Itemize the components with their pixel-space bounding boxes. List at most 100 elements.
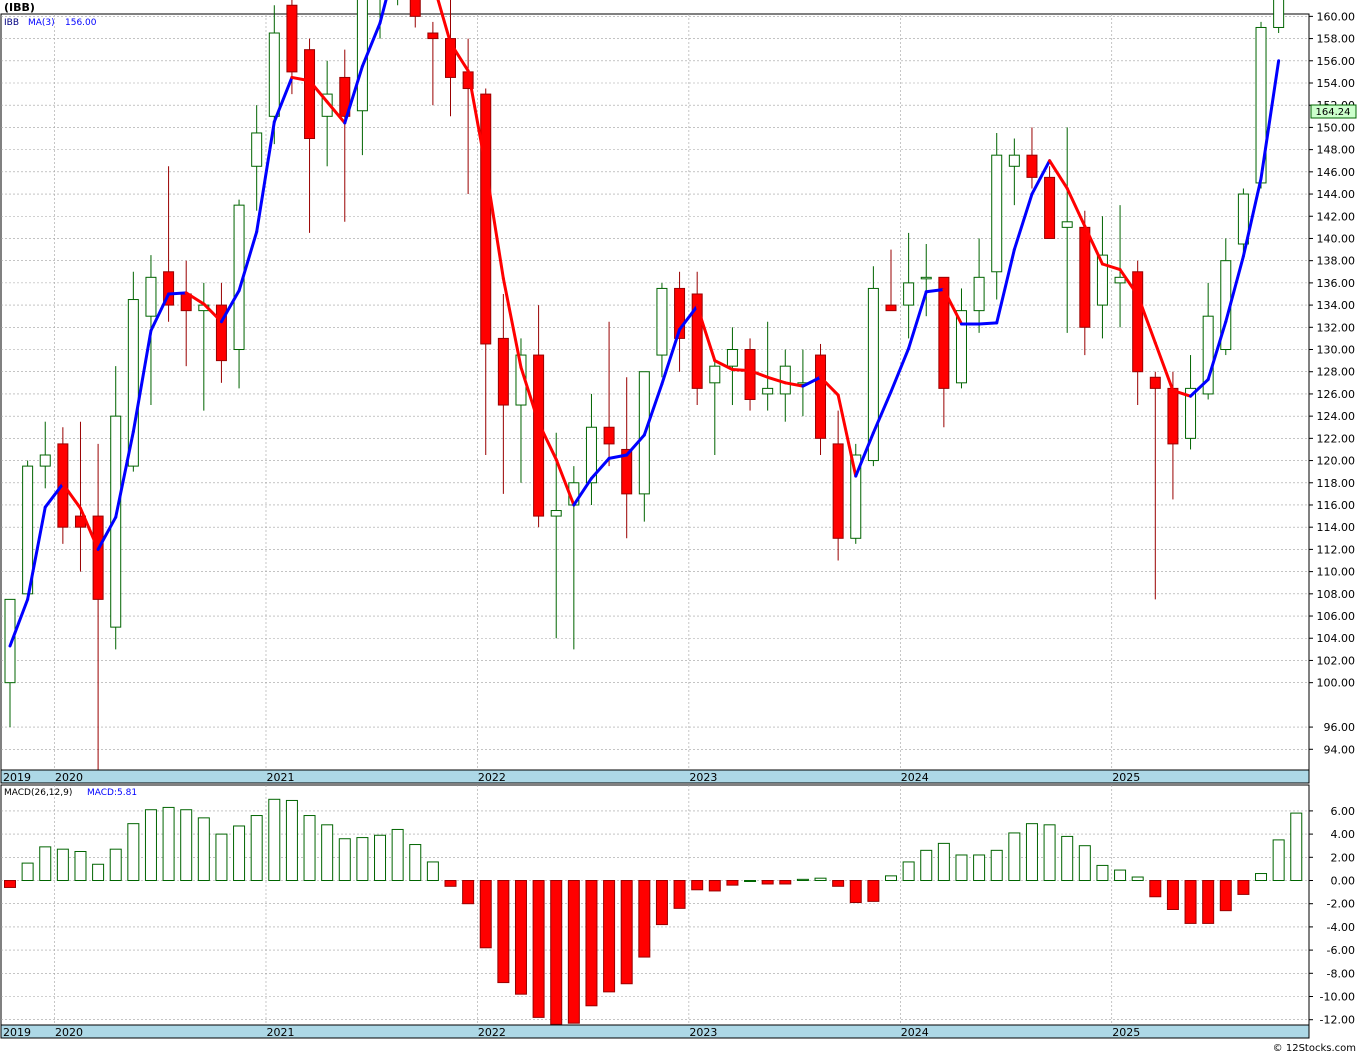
candle-down — [691, 293, 703, 389]
year-tick-label: 2019 — [3, 1026, 31, 1039]
ma3-segment — [61, 482, 82, 510]
ma3-segment — [1012, 192, 1034, 252]
macd-bar-negative — [514, 880, 527, 995]
macd-bar-positive — [1272, 839, 1285, 882]
price-tick-label: 124.00 — [1317, 410, 1356, 423]
price-tick-label: 102.00 — [1317, 654, 1356, 667]
ma3-segment — [308, 79, 329, 104]
candle-up — [550, 510, 562, 517]
macd-bar-negative — [655, 880, 668, 926]
last-price-label: 164.24 — [1316, 107, 1351, 118]
price-tick-label: 116.00 — [1317, 499, 1356, 512]
ma3-segment — [1048, 159, 1069, 190]
macd-tick-label: 6.00 — [1331, 805, 1356, 818]
year-tick-label: 2020 — [55, 771, 83, 784]
price-tick-label: 132.00 — [1317, 321, 1356, 334]
macd-bar-positive — [1096, 864, 1109, 881]
candle-up — [127, 299, 139, 467]
ma3-segment — [202, 302, 223, 324]
candle-up — [1202, 315, 1214, 395]
ma3-line — [8, 0, 1281, 648]
ma3-segment — [783, 381, 805, 388]
price-tick-label: 144.00 — [1317, 188, 1356, 201]
price-tick-label: 146.00 — [1317, 166, 1356, 179]
macd-bar-positive — [990, 849, 1003, 882]
ma3-segment — [255, 120, 276, 234]
price-tick-label: 158.00 — [1317, 33, 1356, 46]
year-tick-label: 2024 — [901, 771, 929, 784]
candlesticks — [4, 0, 1285, 772]
ma3-segment — [237, 230, 259, 293]
ma3-segment — [272, 75, 294, 124]
ma3-segment — [219, 289, 241, 324]
candle-down — [339, 76, 351, 117]
macd-bar-negative — [1219, 880, 1232, 912]
ma3-segment — [748, 369, 770, 379]
macd-bar-positive — [1008, 832, 1021, 882]
macd-bar-positive — [56, 848, 69, 881]
macd-bar-positive — [321, 824, 334, 882]
macd-bar-positive — [1078, 845, 1091, 882]
macd-bar-positive — [303, 815, 316, 881]
macd-bar-negative — [849, 880, 862, 904]
ma3-segment — [96, 515, 118, 551]
macd-tick-label: 0.00 — [1331, 875, 1356, 888]
macd-bar-negative — [761, 880, 774, 885]
ma3-segment — [1153, 341, 1175, 393]
candle-up — [321, 93, 333, 117]
ma3-segment — [678, 304, 699, 332]
ma3-segment — [43, 482, 65, 509]
price-tick-label: 150.00 — [1317, 121, 1356, 134]
macd-bar-positive — [144, 809, 157, 881]
year-tick-label: 2019 — [3, 771, 31, 784]
ma3-segment — [554, 457, 576, 507]
ma3-segment — [1241, 176, 1263, 258]
macd-tick-label: -6.00 — [1327, 944, 1355, 957]
macd-bar-negative — [479, 880, 492, 949]
year-tick-label: 2025 — [1112, 771, 1140, 784]
ma3-segment — [131, 329, 153, 434]
candle-up — [356, 0, 368, 112]
macd-tick-label: -2.00 — [1327, 898, 1355, 911]
ma3-segment — [1118, 268, 1140, 297]
macd-bar-positive — [1114, 869, 1127, 881]
price-tick-label: 104.00 — [1317, 632, 1356, 645]
price-tick-label: 106.00 — [1317, 610, 1356, 623]
price-tick-label: 112.00 — [1317, 543, 1356, 556]
candle-up — [4, 598, 16, 684]
ma3-segment — [325, 100, 347, 125]
ma3-segment — [713, 359, 734, 371]
macd-bar-positive — [1025, 823, 1038, 881]
price-gridlines — [1, 14, 1309, 770]
macd-bar-negative — [462, 880, 475, 905]
ma3-segment — [766, 375, 787, 385]
ma3-segment — [537, 421, 558, 461]
ma3-segment — [607, 453, 629, 460]
macd-bar-negative — [567, 880, 580, 1024]
year-tick-label: 2024 — [901, 1026, 929, 1039]
macd-bar-positive — [1061, 835, 1074, 881]
macd-x-axis-band — [0, 1024, 1310, 1039]
macd-bar-positive — [356, 837, 369, 882]
candle-up — [1185, 387, 1197, 439]
ma3-segment — [942, 288, 963, 326]
ma3-segment — [977, 321, 999, 326]
price-x-axis-band — [0, 769, 1310, 784]
price-tick-label: 110.00 — [1317, 566, 1356, 579]
macd-bar-positive — [338, 838, 351, 881]
candle-up — [903, 282, 915, 306]
ma3-segment — [819, 375, 840, 397]
macd-bar-positive — [180, 809, 193, 881]
candle-up — [1008, 154, 1020, 167]
ma3-segment — [660, 328, 682, 386]
macd-bar-negative — [497, 880, 510, 984]
macd-bar-negative — [691, 880, 704, 891]
macd-bar-positive — [1043, 824, 1056, 882]
price-tick-label: 138.00 — [1317, 255, 1356, 268]
macd-bar-positive — [250, 815, 263, 881]
ma3-segment — [836, 393, 858, 478]
ma3-segment — [1206, 320, 1228, 381]
macd-bar-negative — [532, 880, 545, 1018]
macd-bar-positive — [1131, 876, 1144, 882]
